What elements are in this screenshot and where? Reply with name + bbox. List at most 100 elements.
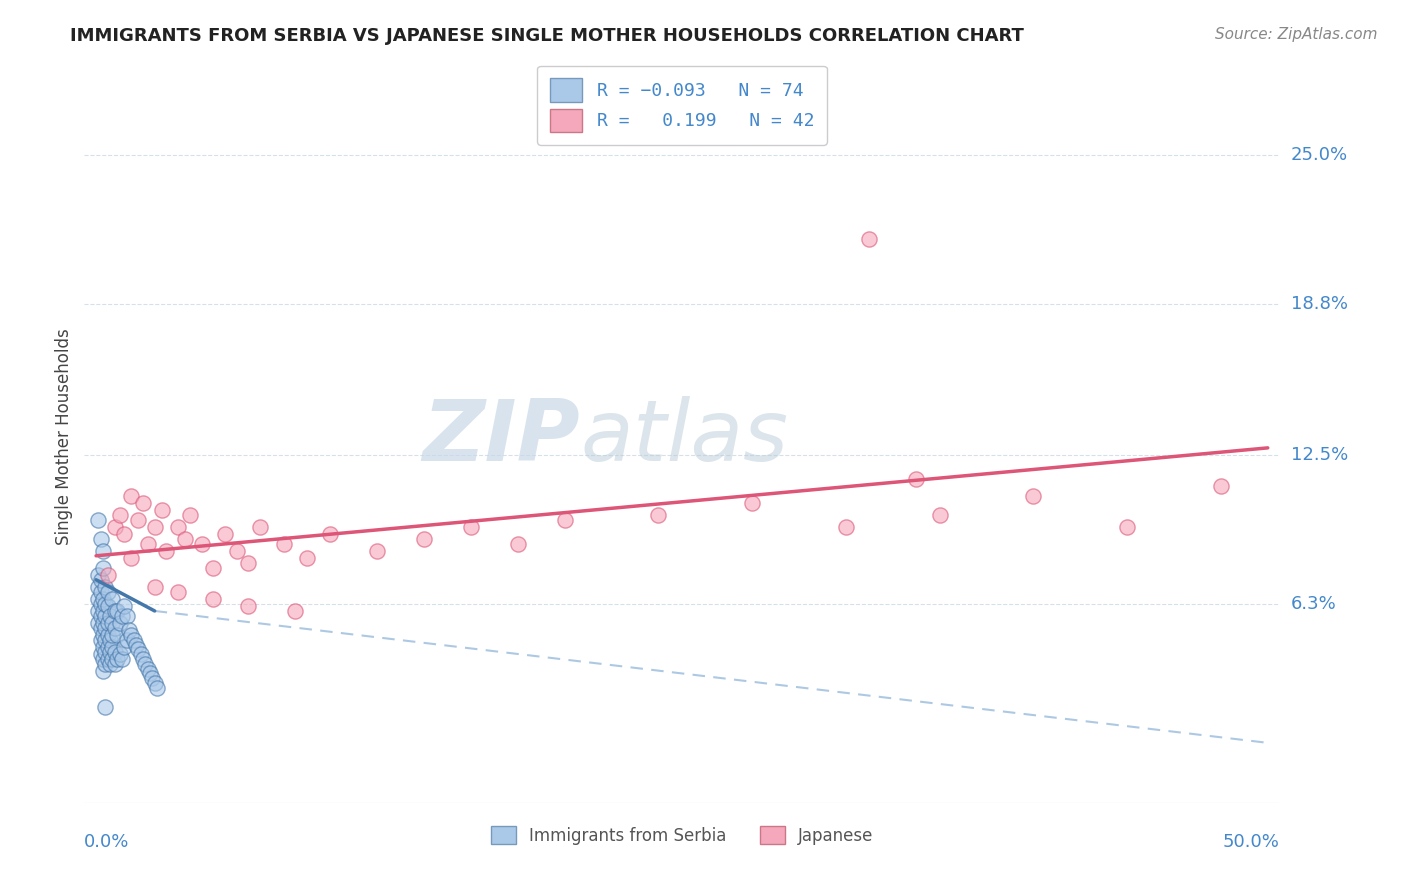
Text: atlas: atlas [581,395,789,479]
Point [214,527,236,541]
Point [91,604,114,618]
Point [91,640,114,654]
Point [134,657,156,671]
Point [101,652,124,666]
Point [319,527,342,541]
Point [87,513,110,527]
Point [146,681,169,695]
Point [143,580,166,594]
Point [108,508,131,522]
Point [90,632,112,647]
Point [155,544,177,558]
Point [143,676,166,690]
Text: 12.5%: 12.5% [1291,446,1348,464]
Point [115,608,138,623]
Point [120,628,142,642]
Point [90,597,112,611]
Point [143,520,166,534]
Point [97,568,120,582]
Point [179,508,201,522]
Text: Source: ZipAtlas.com: Source: ZipAtlas.com [1215,27,1378,42]
Point [167,584,190,599]
Point [104,621,127,635]
Point [91,628,114,642]
Point [90,584,112,599]
Point [129,647,152,661]
Point [928,508,950,522]
Point [132,652,155,666]
Point [122,632,145,647]
Point [905,472,928,486]
Point [91,615,114,630]
Point [112,640,135,654]
Point [1209,479,1232,493]
Point [238,599,260,614]
Point [98,608,121,623]
Point [112,599,135,614]
Point [295,551,318,566]
Text: 18.8%: 18.8% [1291,295,1347,313]
Point [136,661,159,675]
Point [190,537,212,551]
Point [101,591,124,606]
Point [127,642,149,657]
Point [90,647,112,661]
Point [90,608,112,623]
Point [94,621,117,635]
Point [94,645,117,659]
Point [87,568,110,582]
Point [118,623,141,637]
Point [112,527,135,541]
Point [741,496,763,510]
Point [97,599,120,614]
Point [835,520,858,534]
Point [108,615,131,630]
Point [90,621,112,635]
Point [105,652,128,666]
Text: 50.0%: 50.0% [1223,833,1279,851]
Point [101,615,124,630]
Point [104,645,127,659]
Text: 0.0%: 0.0% [84,833,129,851]
Point [91,652,114,666]
Point [120,551,142,566]
Point [413,532,436,546]
Point [94,699,117,714]
Point [97,615,120,630]
Point [90,573,112,587]
Point [141,671,163,685]
Point [506,537,529,551]
Point [366,544,388,558]
Point [460,520,482,534]
Point [238,556,260,570]
Point [858,232,880,246]
Text: ZIP: ZIP [423,395,581,479]
Point [90,532,112,546]
Point [105,628,128,642]
Legend: Immigrants from Serbia, Japanese: Immigrants from Serbia, Japanese [482,818,882,853]
Point [98,632,121,647]
Point [91,664,114,678]
Point [104,604,127,618]
Point [554,513,576,527]
Point [120,489,142,503]
Point [174,532,197,546]
Text: IMMIGRANTS FROM SERBIA VS JAPANESE SINGLE MOTHER HOUSEHOLDS CORRELATION CHART: IMMIGRANTS FROM SERBIA VS JAPANESE SINGL… [70,27,1024,45]
Point [94,597,117,611]
Point [150,503,173,517]
Point [125,638,148,652]
Point [111,608,134,623]
Point [139,666,162,681]
Y-axis label: Single Mother Households: Single Mother Households [55,329,73,545]
Point [97,652,120,666]
Point [101,640,124,654]
Point [225,544,247,558]
Point [111,652,134,666]
Point [202,561,225,575]
Point [105,604,128,618]
Point [101,628,124,642]
Point [91,561,114,575]
Point [98,657,121,671]
Point [115,632,138,647]
Point [273,537,295,551]
